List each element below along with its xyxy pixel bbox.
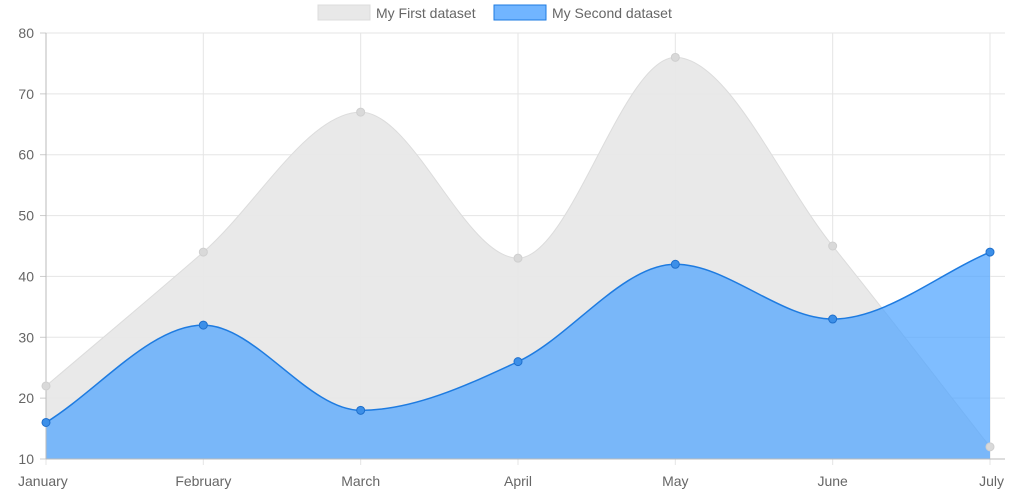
y-tick-label: 80 xyxy=(18,25,34,41)
data-point-series-1[interactable] xyxy=(198,247,208,257)
data-point-series-1[interactable] xyxy=(356,107,366,117)
data-point-series-1[interactable] xyxy=(670,52,680,62)
data-point-series-2[interactable] xyxy=(198,320,208,330)
y-tick-label: 20 xyxy=(18,390,34,406)
y-tick-label: 10 xyxy=(18,451,34,467)
y-tick-label: 40 xyxy=(18,268,34,284)
legend-swatch-1[interactable] xyxy=(317,4,371,21)
y-tick-label: 60 xyxy=(18,147,34,163)
data-point-series-1[interactable] xyxy=(985,442,995,452)
data-point-series-1[interactable] xyxy=(513,253,523,263)
series-area-2 xyxy=(46,252,990,459)
y-tick-label: 30 xyxy=(18,329,34,345)
data-points xyxy=(41,52,995,452)
legend-label-1[interactable]: My First dataset xyxy=(376,5,476,21)
data-point-series-2[interactable] xyxy=(828,314,838,324)
legend: My First dataset My Second dataset xyxy=(317,4,672,21)
data-point-series-1[interactable] xyxy=(828,241,838,251)
x-tick-label: June xyxy=(817,473,848,489)
data-point-series-2[interactable] xyxy=(41,417,51,427)
x-tick-label: April xyxy=(504,473,532,489)
data-point-series-2[interactable] xyxy=(985,247,995,257)
x-tick-label: February xyxy=(175,473,231,489)
legend-swatch-2[interactable] xyxy=(493,4,547,21)
legend-label-2[interactable]: My Second dataset xyxy=(552,5,672,21)
x-tick-label: July xyxy=(979,473,1004,489)
x-tick-label: March xyxy=(341,473,380,489)
data-point-series-2[interactable] xyxy=(356,405,366,415)
data-point-series-1[interactable] xyxy=(41,381,51,391)
tick-labels: 10 20 30 40 50 60 70 80 January February March Apri… xyxy=(18,25,1004,489)
y-tick-label: 50 xyxy=(18,208,34,224)
x-tick-label: January xyxy=(18,473,68,489)
y-tick-label: 70 xyxy=(18,86,34,102)
data-point-series-2[interactable] xyxy=(670,259,680,269)
data-point-series-2[interactable] xyxy=(513,357,523,367)
x-tick-label: May xyxy=(662,473,688,489)
